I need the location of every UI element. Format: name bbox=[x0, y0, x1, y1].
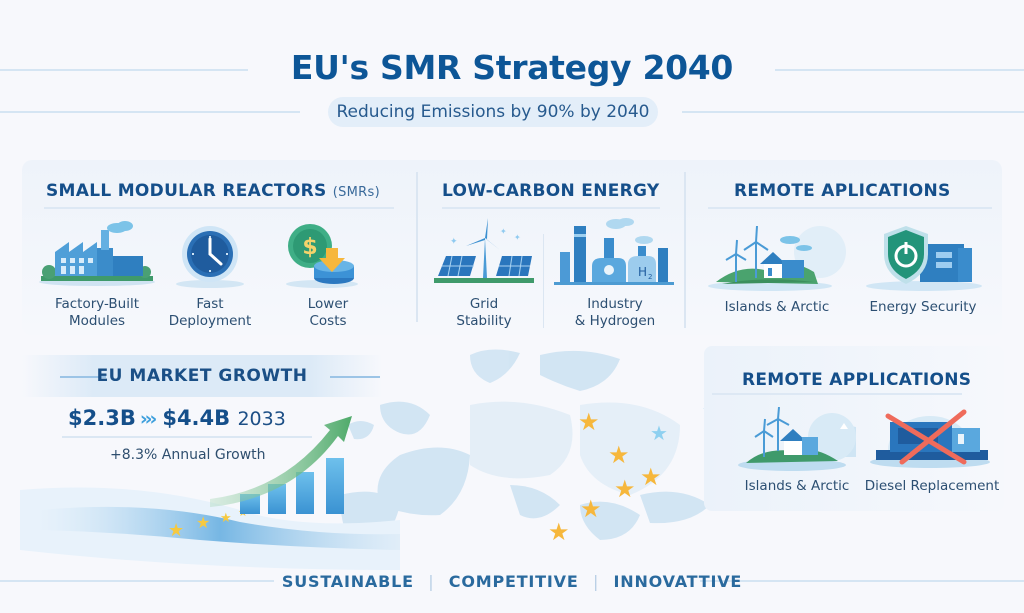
to-year: 2033 bbox=[237, 408, 286, 430]
wave-decoration: ★ ★ ★ ★ bbox=[20, 487, 400, 570]
pillar-competitive: COMPETITIVE bbox=[448, 572, 579, 591]
svg-text:H: H bbox=[638, 265, 647, 279]
label-line: Fast bbox=[196, 296, 224, 312]
svg-text:★: ★ bbox=[640, 463, 662, 491]
svg-text:★: ★ bbox=[650, 421, 668, 445]
smr-title-suffix: (SMRs) bbox=[332, 185, 380, 200]
industry-hydrogen-label: Industry & Hydrogen bbox=[560, 296, 670, 330]
market-growth-title: EU MARKET GROWTH bbox=[96, 366, 308, 386]
section-divider bbox=[684, 172, 686, 328]
remote-bottom-section-title: REMOTE APPLICATIONS bbox=[742, 370, 972, 390]
grid-stability-label: Grid Stability bbox=[434, 296, 534, 330]
svg-text:$: $ bbox=[302, 235, 317, 260]
page-title: EU's SMR Strategy 2040 bbox=[290, 48, 734, 87]
growth-arrow-icon: ››› bbox=[139, 408, 157, 430]
pillar-sustainable: SUSTAINABLE bbox=[281, 572, 414, 591]
diesel-replacement-label: Diesel Replacement bbox=[864, 478, 1000, 494]
svg-text:★: ★ bbox=[196, 513, 210, 532]
footer-rule-left bbox=[0, 580, 274, 582]
label-line: Costs bbox=[309, 313, 347, 329]
label-line: Industry bbox=[587, 296, 643, 312]
low-carbon-section-rule bbox=[442, 207, 660, 209]
factory-built-modules-label: Factory-Built Modules bbox=[42, 296, 152, 330]
factory-icon bbox=[39, 221, 155, 286]
label-line: Grid bbox=[469, 296, 499, 312]
svg-text:★: ★ bbox=[578, 408, 600, 436]
islands-arctic-label-top: Islands & Arctic bbox=[724, 299, 830, 315]
smr-section-rule bbox=[44, 207, 394, 209]
bar-chart-growth-icon bbox=[210, 416, 352, 514]
island-wind-icon bbox=[738, 407, 856, 471]
svg-text:★: ★ bbox=[548, 518, 570, 546]
annual-growth: +8.3% Annual Growth bbox=[110, 447, 266, 463]
svg-text:★: ★ bbox=[608, 441, 630, 469]
fast-deployment-label: Fast Deployment bbox=[160, 296, 260, 330]
market-rule-right bbox=[330, 376, 380, 378]
island-wind-icon bbox=[708, 226, 846, 291]
svg-text:✦: ✦ bbox=[450, 237, 458, 247]
footer-rule-right bbox=[700, 580, 1024, 582]
subtitle-rule-right bbox=[682, 111, 1024, 113]
to-value: $4.4B bbox=[162, 406, 231, 430]
footer-pillars: SUSTAINABLE | COMPETITIVE | INNOVATTIVE bbox=[0, 572, 1024, 591]
svg-text:★: ★ bbox=[614, 475, 636, 503]
item-divider bbox=[543, 234, 544, 328]
svg-text:★: ★ bbox=[220, 511, 232, 526]
remote-bottom-section-rule bbox=[712, 393, 962, 395]
remote-top-section-rule bbox=[708, 207, 992, 209]
low-carbon-section-title: LOW-CARBON ENERGY bbox=[442, 181, 660, 201]
clock-icon bbox=[176, 226, 244, 288]
section-divider bbox=[416, 172, 418, 322]
svg-text:✦: ✦ bbox=[514, 233, 521, 242]
pillar-separator: | bbox=[592, 572, 600, 591]
remote-top-section-title: REMOTE APLICATIONS bbox=[734, 181, 951, 201]
pillar-innovative: INNOVATTIVE bbox=[613, 572, 743, 591]
label-line: Modules bbox=[68, 313, 126, 329]
label-line: & Hydrogen bbox=[574, 313, 656, 329]
shield-power-icon bbox=[866, 226, 982, 291]
market-value-rule bbox=[62, 436, 312, 438]
label-line: Stability bbox=[456, 313, 512, 329]
subtitle-badge: Reducing Emissions by 90% by 2040 bbox=[328, 97, 658, 127]
europe-map: ★ ★ ★ ★ ★ ★ ★ ★ bbox=[340, 349, 720, 555]
from-value: $2.3B bbox=[68, 406, 136, 430]
smr-title-text: SMALL MODULAR REACTORS bbox=[46, 181, 327, 201]
energy-security-label: Energy Security bbox=[869, 299, 977, 315]
coin-down-icon: $ bbox=[286, 224, 358, 288]
title-rule-left bbox=[0, 69, 248, 71]
label-line: Factory-Built bbox=[54, 296, 140, 312]
smr-section-title: SMALL MODULAR REACTORS (SMRs) bbox=[46, 181, 380, 201]
svg-text:✦: ✦ bbox=[500, 227, 507, 236]
label-line: Deployment bbox=[168, 313, 252, 329]
label-line: Lower bbox=[307, 296, 349, 312]
title-rule-right bbox=[775, 69, 1024, 71]
lower-costs-label: Lower Costs bbox=[278, 296, 378, 330]
diesel-crossed-icon bbox=[870, 409, 990, 468]
svg-text:2: 2 bbox=[648, 273, 652, 281]
market-rule-left bbox=[60, 376, 106, 378]
islands-arctic-label-bottom: Islands & Arctic bbox=[744, 478, 850, 494]
market-values: $2.3B ››› $4.4B 2033 bbox=[68, 406, 286, 430]
svg-text:★: ★ bbox=[580, 495, 602, 523]
wind-solar-icon: ✦ ✦ ✦ bbox=[434, 218, 534, 283]
svg-text:★: ★ bbox=[168, 520, 184, 541]
pillar-separator: | bbox=[428, 572, 435, 591]
subtitle-rule-left bbox=[0, 111, 300, 113]
